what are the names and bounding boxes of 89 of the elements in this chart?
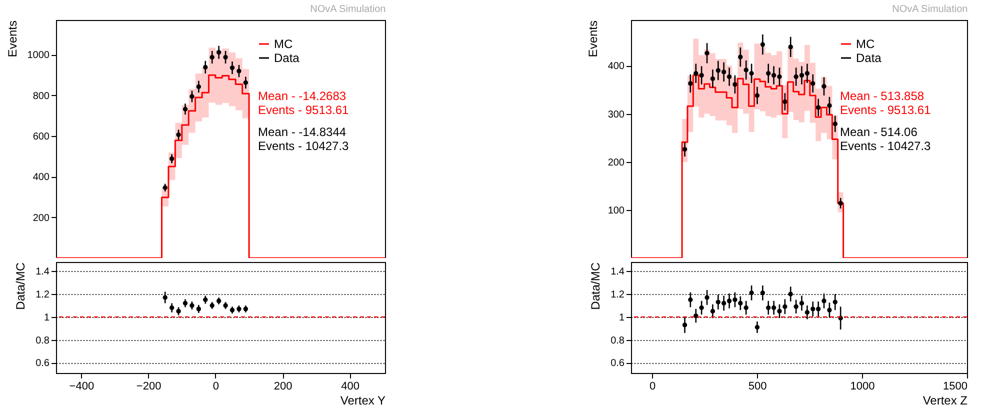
legend-label: Data [274, 51, 300, 65]
x-axis-title: Vertex Y [340, 394, 386, 406]
point [216, 50, 222, 55]
y-tick-label: 0.8 [610, 335, 625, 346]
point [816, 105, 821, 110]
point [777, 74, 782, 80]
point [838, 200, 843, 206]
y-tick-label: 1 [618, 312, 625, 324]
point [726, 74, 732, 80]
point [694, 71, 698, 76]
point [766, 71, 771, 76]
point [196, 84, 202, 90]
y-tick-label: 200 [32, 212, 50, 224]
y-tick-label: 400 [32, 172, 50, 184]
point [754, 93, 760, 98]
point [760, 42, 766, 47]
point [738, 54, 743, 60]
legend-label: MC [856, 37, 875, 51]
annotation: Events - 9513.61 [258, 103, 350, 117]
point [699, 72, 704, 78]
chart-title: NOvA Simulation [310, 4, 386, 15]
point [794, 74, 798, 80]
y-tick-label: 0.6 [610, 358, 625, 370]
annotation: Events - 10427.3 [258, 139, 350, 153]
annotation: Mean - 514.06 [840, 125, 918, 139]
y-tick-label: 1 [44, 312, 50, 324]
y-axis-title: Data/MC [588, 262, 603, 310]
x-tick-label: 0 [212, 380, 220, 392]
point [243, 80, 248, 85]
y-tick-label: 800 [32, 90, 50, 102]
point [176, 132, 181, 138]
point [832, 122, 838, 126]
x-tick-label: 200 [274, 380, 292, 392]
point [162, 295, 168, 300]
y-tick-label: 200 [608, 157, 625, 168]
y-tick-label: 100 [608, 205, 625, 216]
point [822, 84, 826, 89]
y-tick-label: 300 [608, 109, 625, 120]
point [236, 68, 242, 74]
point [704, 50, 710, 56]
x-tick-label: 1500 [943, 380, 968, 392]
point [716, 68, 720, 73]
point [688, 81, 693, 86]
y-tick-label: 1.4 [36, 266, 50, 278]
x-tick-label: −200 [136, 380, 162, 392]
point [203, 64, 208, 70]
y-axis-title: Events [5, 20, 20, 58]
point [223, 54, 228, 60]
point [749, 71, 754, 76]
legend-label: MC [274, 37, 293, 51]
annotation: Events - 10427.3 [840, 139, 932, 153]
legend-label: Data [856, 51, 882, 65]
point [230, 65, 235, 70]
y-axis-title: Data/MC [14, 262, 28, 310]
y-axis-title: Events [586, 20, 600, 58]
point [827, 103, 832, 108]
y-tick-label: 1.4 [610, 266, 625, 278]
y-tick-label: 1000 [27, 50, 50, 62]
x-tick-label: 500 [748, 380, 767, 392]
y-tick-label: 0.8 [36, 335, 50, 346]
y-tick-label: 1.2 [610, 290, 625, 301]
y-tick-label: 1.2 [36, 290, 50, 301]
point [744, 68, 748, 72]
annotation: Mean - -14.2683 [258, 89, 346, 103]
point [190, 94, 194, 99]
annotation: Events - 9513.61 [840, 103, 932, 117]
point [799, 72, 804, 78]
point [810, 81, 816, 86]
x-tick-label: −400 [69, 380, 94, 392]
point [804, 71, 810, 76]
point [721, 70, 726, 74]
chart-title: NOvA Simulation [892, 4, 968, 15]
annotation: Mean - 513.858 [840, 89, 924, 103]
x-tick-label: 0 [649, 380, 656, 392]
x-tick-label: 1000 [850, 380, 875, 392]
y-tick-label: 400 [608, 61, 625, 72]
annotation: Mean - -14.8344 [258, 125, 346, 139]
point [782, 99, 788, 104]
point [732, 82, 738, 87]
point [182, 106, 188, 112]
y-tick-label: 600 [32, 131, 50, 142]
y-tick-label: 0.6 [36, 358, 50, 370]
point [771, 72, 776, 78]
point [210, 54, 214, 60]
x-axis-title: Vertex Z [922, 394, 968, 406]
x-tick-label: 400 [341, 380, 360, 392]
point [682, 146, 688, 152]
point [710, 76, 716, 81]
point [788, 44, 793, 50]
